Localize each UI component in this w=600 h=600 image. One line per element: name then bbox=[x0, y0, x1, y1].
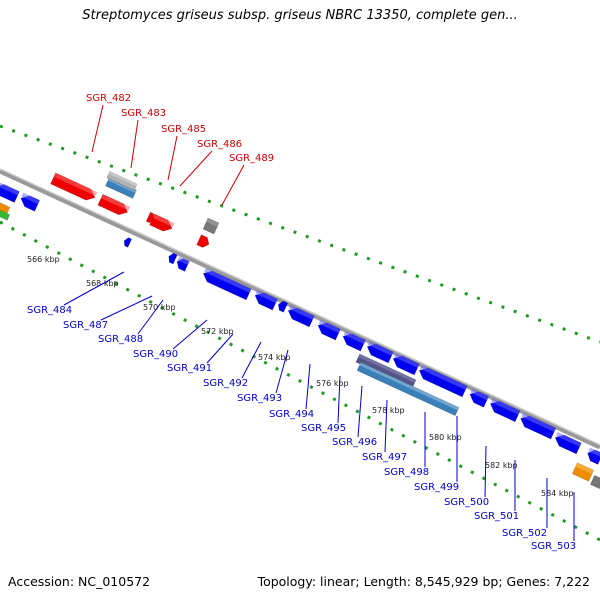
scale-tick-label: 566 kbp bbox=[27, 255, 60, 264]
gene-sgr-495[interactable] bbox=[340, 330, 366, 352]
gene-label[interactable]: SGR_500 bbox=[444, 497, 489, 508]
gene-sgr-502[interactable] bbox=[553, 432, 582, 455]
gene-sgr-499[interactable] bbox=[467, 388, 490, 408]
map-title: Streptomyces griseus subsp. griseus NBRC… bbox=[82, 8, 518, 23]
scale-tick-label: 574 kbp bbox=[258, 353, 291, 362]
gene-sgr-491[interactable] bbox=[252, 289, 278, 311]
gene-label[interactable]: SGR_503 bbox=[531, 541, 576, 552]
gene-label[interactable]: SGR_498 bbox=[384, 467, 429, 478]
gene-rev-edge-2[interactable] bbox=[18, 192, 41, 212]
feature-grey-edge[interactable] bbox=[589, 474, 600, 490]
gene-sgr-490[interactable] bbox=[201, 268, 252, 301]
label-leader-line bbox=[206, 333, 234, 364]
gene-label[interactable]: SGR_502 bbox=[502, 528, 547, 539]
gene-label[interactable]: SGR_489 bbox=[229, 153, 274, 164]
gene-label[interactable]: SGR_501 bbox=[474, 511, 519, 522]
gene-sgr-483[interactable] bbox=[97, 193, 131, 217]
gene-label[interactable]: SGR_487 bbox=[63, 320, 108, 331]
gene-label[interactable]: SGR_495 bbox=[301, 423, 346, 434]
gene-label[interactable]: SGR_486 bbox=[197, 139, 242, 150]
accession-text: Accession: NC_010572 bbox=[8, 574, 151, 589]
label-leader-line bbox=[137, 299, 164, 335]
label-leader-line bbox=[167, 135, 178, 181]
label-leader-line bbox=[275, 349, 289, 394]
scale-tick-label: 572 kbp bbox=[201, 327, 234, 336]
gene-sgr-489-pseudo[interactable] bbox=[202, 217, 220, 235]
gene-label[interactable]: SGR_483 bbox=[121, 108, 166, 119]
scale-tick-label: 570 kbp bbox=[143, 303, 176, 312]
gene-features bbox=[0, 171, 600, 490]
scale-line-lower bbox=[0, 220, 600, 542]
label-leader-line bbox=[172, 319, 208, 350]
gene-label[interactable]: SGR_497 bbox=[362, 452, 407, 463]
gene-red-small[interactable] bbox=[196, 234, 212, 250]
label-leader-line bbox=[337, 375, 341, 424]
label-leader-line bbox=[130, 119, 139, 169]
gene-label[interactable]: SGR_490 bbox=[133, 349, 178, 360]
gene-rev-edge-1[interactable] bbox=[0, 181, 20, 203]
gene-labels: SGR_482 SGR_483 SGR_485 SGR_486 SGR_489 SGR_4… bbox=[27, 93, 576, 552]
scale-tick-label: 582 kbp bbox=[485, 461, 518, 470]
pseudo-strip[interactable] bbox=[106, 171, 138, 191]
gene-sgr-488[interactable] bbox=[175, 256, 190, 272]
gene-sgr-503[interactable] bbox=[585, 447, 600, 465]
feature-orange[interactable] bbox=[571, 462, 595, 482]
gene-label[interactable]: SGR_492 bbox=[203, 378, 248, 389]
gene-sgr-493[interactable] bbox=[286, 305, 315, 328]
gene-sgr-497[interactable] bbox=[391, 353, 420, 376]
sequence-backbone bbox=[0, 168, 600, 450]
feature-green-edge[interactable] bbox=[0, 209, 11, 221]
scale-tick-label: 578 kbp bbox=[372, 406, 405, 415]
label-leader-line bbox=[100, 295, 153, 321]
label-leader-line bbox=[221, 164, 245, 206]
sequence-backbone-highlight bbox=[0, 168, 600, 446]
gene-label[interactable]: SGR_491 bbox=[167, 363, 212, 374]
gene-label[interactable]: SGR_482 bbox=[86, 93, 131, 104]
label-leader-line bbox=[63, 271, 125, 306]
label-leader-line bbox=[91, 104, 104, 153]
scale-tick-label: 584 kbp bbox=[541, 489, 574, 498]
gene-sgr-498[interactable] bbox=[417, 365, 468, 398]
gene-label[interactable]: SGR_484 bbox=[27, 305, 72, 316]
label-leader-line bbox=[241, 341, 262, 379]
label-leader-line bbox=[357, 385, 363, 438]
gene-label[interactable]: SGR_494 bbox=[269, 409, 314, 420]
gene-sgr-500[interactable] bbox=[488, 398, 521, 423]
gene-sgr-486[interactable] bbox=[149, 213, 175, 234]
gene-sgr-482[interactable] bbox=[50, 172, 98, 203]
gene-sgr-487[interactable] bbox=[167, 252, 178, 265]
gene-label[interactable]: SGR_485 bbox=[161, 124, 206, 135]
gene-label[interactable]: SGR_488 bbox=[98, 334, 143, 345]
gene-sgr-492[interactable] bbox=[276, 300, 289, 313]
gene-sgr-484[interactable] bbox=[122, 237, 133, 248]
gene-label[interactable]: SGR_499 bbox=[414, 482, 459, 493]
label-leader-line bbox=[305, 363, 311, 410]
scale-tick-label: 580 kbp bbox=[429, 433, 462, 442]
scale-tick-label: 576 kbp bbox=[316, 379, 349, 388]
gene-sgr-494[interactable] bbox=[315, 319, 341, 341]
label-leader-line bbox=[179, 150, 213, 187]
topology-text: Topology: linear; Length: 8,545,929 bp; … bbox=[257, 574, 590, 589]
gene-sgr-501[interactable] bbox=[518, 413, 557, 440]
label-leader-line bbox=[484, 445, 487, 498]
label-leader-line bbox=[384, 399, 388, 453]
scale-line-upper bbox=[0, 124, 600, 344]
rna-sgr-498[interactable] bbox=[356, 361, 460, 417]
gene-label[interactable]: SGR_493 bbox=[237, 393, 282, 404]
gene-label[interactable]: SGR_496 bbox=[332, 437, 377, 448]
gene-sgr-496[interactable] bbox=[365, 341, 394, 364]
